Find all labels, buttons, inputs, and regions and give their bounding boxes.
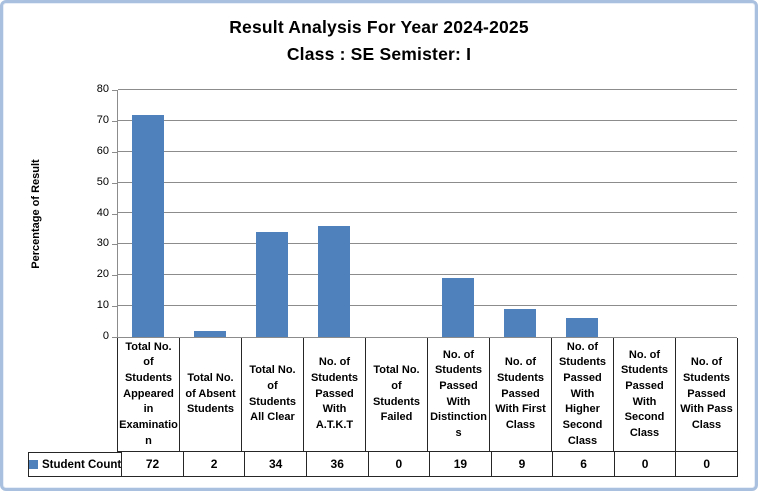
gridline xyxy=(118,89,737,90)
category-table: Total No. of Students Appeared in Examin… xyxy=(117,338,738,452)
value-cell: 0 xyxy=(675,452,737,477)
y-tick-label: 50 xyxy=(96,176,109,188)
category-cell: No. of Students Passed With A.T.K.T xyxy=(303,338,365,451)
y-tick-label: 70 xyxy=(96,114,109,126)
value-cell: 72 xyxy=(121,452,183,477)
bar xyxy=(566,318,598,337)
bar xyxy=(504,309,536,337)
y-axis-label: Percentage of Result xyxy=(30,159,42,269)
gridline xyxy=(118,305,737,306)
gridline xyxy=(118,243,737,244)
series-swatch-icon xyxy=(29,460,38,469)
chart-subtitle: Class : SE Semister: I xyxy=(286,44,472,64)
value-cell: 36 xyxy=(305,452,368,477)
category-cell: Total No. of Absent Students xyxy=(179,338,241,451)
value-cell: 0 xyxy=(613,452,676,477)
category-cell: No. of Students Passed With First Class xyxy=(489,338,551,451)
gridline xyxy=(118,120,737,121)
gridline xyxy=(118,274,737,275)
value-cell: 2 xyxy=(182,452,245,477)
series-name: Student Count xyxy=(42,458,122,471)
y-tick-label: 10 xyxy=(96,299,109,311)
data-table-row: Student Count 72 2 34 36 0 19 9 6 0 0 xyxy=(28,452,738,477)
value-cell: 34 xyxy=(244,452,306,477)
category-cell: No. of Students Passed With Pass Class xyxy=(675,338,737,451)
gridline xyxy=(118,151,737,152)
y-tick-label: 20 xyxy=(96,268,109,280)
value-cell: 9 xyxy=(490,452,553,477)
y-tick-label: 60 xyxy=(96,145,109,157)
category-cell: No. of Students Passed With Second Class xyxy=(613,338,675,451)
value-cell: 0 xyxy=(367,452,430,477)
y-tick-label: 30 xyxy=(96,237,109,249)
category-cell: Total No. of Students Appeared in Examin… xyxy=(117,338,179,451)
chart-title: Result Analysis For Year 2024-2025 xyxy=(229,17,529,37)
category-cell: No. of Students Passed With Higher Secon… xyxy=(551,338,613,451)
y-tick-label: 80 xyxy=(96,83,109,95)
bar xyxy=(442,278,474,337)
chart-title-block: Result Analysis For Year 2024-2025 Class… xyxy=(3,14,755,68)
bar xyxy=(132,115,164,337)
plot-area xyxy=(117,89,737,338)
bar xyxy=(256,232,288,337)
category-cell: No. of Students Passed With Distinctions xyxy=(427,338,489,451)
gridline xyxy=(118,182,737,183)
bar xyxy=(194,331,226,337)
y-tick-label: 40 xyxy=(96,207,109,219)
bar xyxy=(318,226,350,337)
category-cell: Total No. of Students All Clear xyxy=(241,338,303,451)
value-cell: 6 xyxy=(552,452,614,477)
category-cell: Total No. of Students Failed xyxy=(365,338,427,451)
gridline xyxy=(118,212,737,213)
value-cell: 19 xyxy=(429,452,491,477)
y-tick-label: 0 xyxy=(102,330,109,342)
legend-cell: Student Count xyxy=(28,452,122,477)
